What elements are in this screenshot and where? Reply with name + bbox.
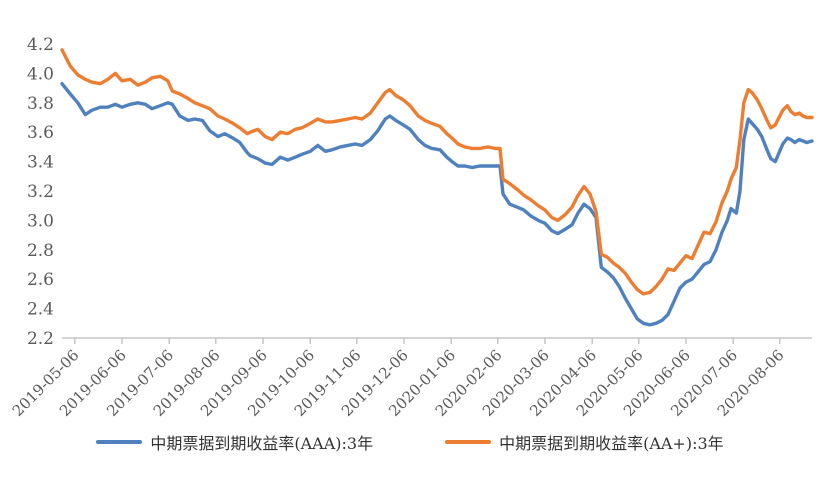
legend-swatch-aaa: [96, 440, 143, 444]
y-tick-label: 3.0: [27, 211, 54, 231]
x-axis-ticks: [74, 338, 781, 344]
legend-label-aaa: 中期票据到期收益率(AAA):3年: [150, 434, 374, 453]
series-line-aaa: [60, 81, 814, 327]
y-axis-labels: 2.2 2.4 2.6 2.8 3.0 3.2 3.4 3.6 3.8 4.0 4.2: [27, 35, 54, 349]
y-tick-label: 3.2: [27, 182, 54, 202]
legend: 中期票据到期收益率(AAA):3年 中期票据到期收益率(AA+):3年: [0, 430, 820, 454]
legend-item-aa-plus: 中期票据到期收益率(AA+):3年: [445, 430, 724, 454]
y-tick-label: 2.4: [27, 300, 54, 320]
y-tick-label: 4.0: [27, 64, 54, 84]
y-tick-label: 3.4: [27, 153, 54, 173]
y-tick-label: 3.8: [27, 94, 54, 114]
line-chart-canvas: 2.2 2.4 2.6 2.8 3.0 3.2 3.4 3.6 3.8 4.0 4.2 2019-0…: [9, 35, 814, 420]
y-tick-label: 4.2: [27, 35, 54, 55]
y-tick-label: 3.6: [27, 123, 54, 143]
legend-swatch-aa-plus: [445, 440, 492, 444]
series-line-aa-plus: [60, 48, 814, 296]
y-tick-label: 2.2: [27, 329, 54, 349]
y-tick-label: 2.8: [27, 241, 54, 261]
y-tick-label: 2.6: [27, 270, 54, 290]
x-axis-labels: 2019-05-062019-06-062019-07-062019-08-06…: [9, 346, 788, 420]
legend-label-aa-plus: 中期票据到期收益率(AA+):3年: [499, 434, 724, 453]
legend-item-aaa: 中期票据到期收益率(AAA):3年: [96, 430, 373, 454]
